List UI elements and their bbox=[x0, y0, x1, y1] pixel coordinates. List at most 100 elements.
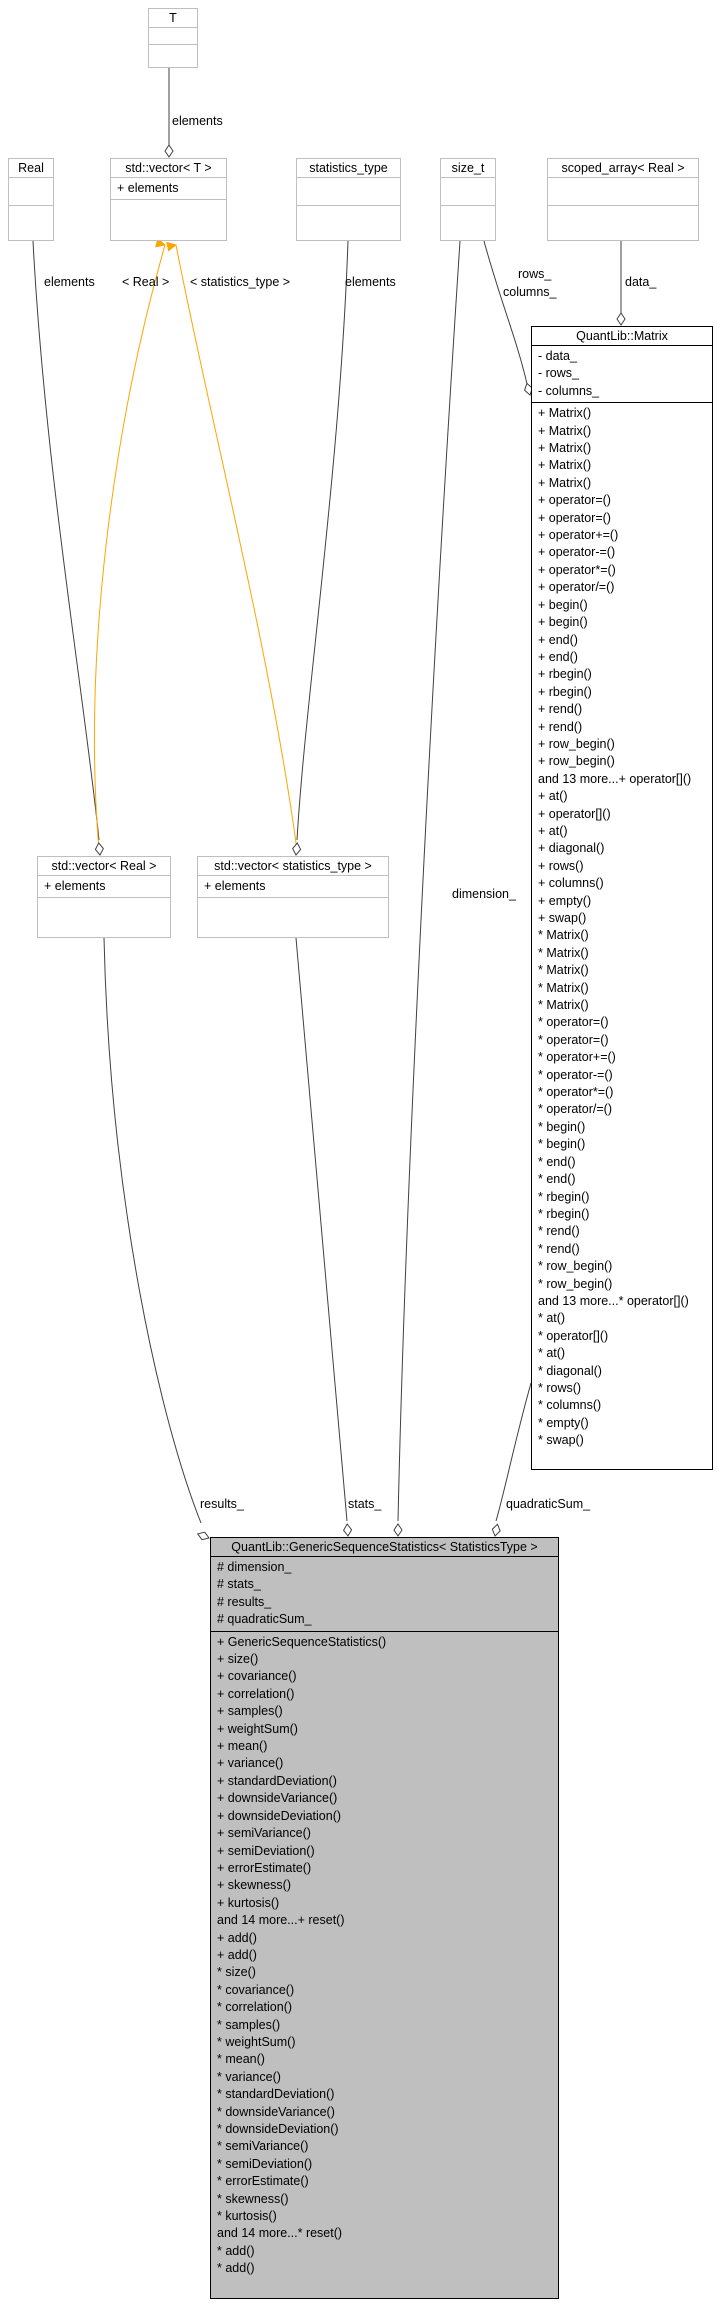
method-end: * end() bbox=[538, 1154, 576, 1169]
method-rend: * rend() bbox=[538, 1241, 580, 1256]
template-edge-vector-real bbox=[94, 237, 166, 851]
method-downsidedeviation: + downsideDeviation() bbox=[217, 1808, 342, 1823]
class-node-vector-statistics-type-attributes: + elements bbox=[198, 875, 388, 897]
method-begin: + begin() bbox=[538, 615, 588, 630]
attribute-stats: # stats_ bbox=[217, 1577, 261, 1592]
class-node-scoped-array[interactable]: scoped_array< Real > bbox=[547, 158, 699, 241]
class-node-vector-real-title: std::vector< Real > bbox=[51, 859, 157, 873]
class-node-vector-real-attributes: + elements bbox=[38, 875, 170, 897]
class-node-scoped-array-attributes bbox=[548, 177, 698, 205]
method-matrix: * Matrix() bbox=[538, 963, 589, 978]
attribute-rows: - rows_ bbox=[538, 366, 579, 381]
edge-label-columns: columns_ bbox=[503, 285, 558, 299]
method-diagonal: + diagonal() bbox=[538, 841, 605, 856]
method-and-13-more-operator: and 13 more...+ operator[]() bbox=[538, 771, 692, 786]
edge-label-stats: stats_ bbox=[348, 1497, 382, 1511]
method-semivariance: + semiVariance() bbox=[217, 1826, 311, 1841]
class-node-matrix[interactable]: QuantLib::Matrix - data_ - rows_ - columns… bbox=[531, 326, 713, 1470]
class-node-vector-t-methods bbox=[111, 199, 226, 218]
method-columns: * columns() bbox=[538, 1398, 602, 1413]
aggregation-diamond-generic-quadratic-sum bbox=[491, 1523, 501, 1537]
edge-label-dimension: dimension_ bbox=[452, 887, 517, 901]
method-samples: + samples() bbox=[217, 1704, 283, 1719]
method-operator: * operator/=() bbox=[538, 1102, 612, 1117]
method-rbegin: + rbegin() bbox=[538, 667, 592, 682]
method-correlation: + correlation() bbox=[217, 1686, 295, 1701]
method-row-begin: * row_begin() bbox=[538, 1259, 613, 1274]
class-node-real-title: Real bbox=[18, 161, 44, 175]
edge-label-t-elements: elements bbox=[172, 114, 223, 128]
class-node-generic-sequence-statistics[interactable]: QuantLib::GenericSequenceStatistics< Sta… bbox=[210, 1537, 559, 2299]
method-semideviation: * semiDeviation() bbox=[217, 2156, 313, 2171]
method-rend: * rend() bbox=[538, 1224, 580, 1239]
method-skewness: + skewness() bbox=[217, 1878, 291, 1893]
method-weightsum: * weightSum() bbox=[217, 2034, 296, 2049]
class-node-vector-t-attributes: + elements bbox=[111, 177, 226, 199]
class-node-statistics-type-attributes bbox=[297, 177, 400, 205]
class-node-real[interactable]: Real bbox=[8, 158, 54, 241]
class-node-size-t-methods bbox=[441, 205, 495, 233]
method-rbegin: + rbegin() bbox=[538, 684, 592, 699]
method-end: + end() bbox=[538, 649, 578, 664]
class-node-vector-statistics-type[interactable]: std::vector< statistics_type > + element… bbox=[197, 856, 389, 938]
method-row-begin: + row_begin() bbox=[538, 754, 615, 769]
method-matrix: * Matrix() bbox=[538, 928, 589, 943]
aggregation-diamond-generic-results bbox=[196, 1531, 210, 1541]
method-operator: * operator+=() bbox=[538, 1050, 616, 1065]
class-node-t-title: T bbox=[169, 11, 177, 25]
method-begin: * begin() bbox=[538, 1137, 586, 1152]
class-node-size-t[interactable]: size_t bbox=[440, 158, 496, 241]
method-operator: + operator-=() bbox=[538, 545, 616, 560]
method-operator: + operator[]() bbox=[538, 806, 611, 821]
edge-size-t-to-matrix bbox=[483, 240, 528, 385]
method-samples: * samples() bbox=[217, 2017, 281, 2032]
method-rend: + rend() bbox=[538, 719, 583, 734]
attribute-quadraticsum: # quadraticSum_ bbox=[217, 1612, 312, 1627]
method-add: * add() bbox=[217, 2243, 255, 2258]
method-begin: + begin() bbox=[538, 597, 588, 612]
method-correlation: * correlation() bbox=[217, 2000, 293, 2015]
edge-label-template-statistics-type: < statistics_type > bbox=[190, 275, 290, 289]
method-matrix: * Matrix() bbox=[538, 980, 589, 995]
class-node-vector-t[interactable]: std::vector< T > + elements bbox=[110, 158, 227, 241]
aggregation-diamond-generic-dimension bbox=[393, 1523, 403, 1537]
method-covariance: + covariance() bbox=[217, 1669, 297, 1684]
method-at: + at() bbox=[538, 823, 568, 838]
method-matrix: + Matrix() bbox=[538, 458, 592, 473]
class-node-matrix-methods: + Matrix() + Matrix() + Matrix() + Matrix()… bbox=[532, 402, 712, 1451]
attribute-elements: + elements bbox=[204, 879, 266, 893]
class-node-statistics-type-methods bbox=[297, 205, 400, 233]
edge-real-to-vector-real bbox=[32, 240, 100, 841]
aggregation-diamond-vector-t bbox=[164, 144, 174, 158]
method-and-14-more-reset: and 14 more...+ reset() bbox=[217, 1913, 345, 1928]
class-node-statistics-type[interactable]: statistics_type bbox=[296, 158, 401, 241]
method-and-14-more-reset: and 14 more...* reset() bbox=[217, 2226, 343, 2241]
class-node-vector-real[interactable]: std::vector< Real > + elements bbox=[37, 856, 171, 938]
attribute-columns: - columns_ bbox=[538, 383, 600, 398]
method-mean: * mean() bbox=[217, 2052, 265, 2067]
edge-size-t-to-generic-dimension bbox=[397, 240, 461, 1522]
attribute-dimension: # dimension_ bbox=[217, 1560, 292, 1574]
edge-label-real-elements: elements bbox=[44, 275, 95, 289]
method-row-begin: + row_begin() bbox=[538, 736, 615, 751]
method-variance: + variance() bbox=[217, 1756, 284, 1771]
class-node-t-attributes bbox=[149, 27, 197, 44]
edge-label-quadratic-sum: quadraticSum_ bbox=[506, 1497, 591, 1511]
method-kurtosis: + kurtosis() bbox=[217, 1895, 280, 1910]
method-mean: + mean() bbox=[217, 1739, 268, 1754]
method-errorestimate: + errorEstimate() bbox=[217, 1860, 312, 1875]
method-semideviation: + semiDeviation() bbox=[217, 1843, 315, 1858]
method-empty: * empty() bbox=[538, 1415, 589, 1430]
class-node-t[interactable]: T bbox=[148, 8, 198, 68]
method-rbegin: * rbegin() bbox=[538, 1189, 590, 1204]
method-matrix: + Matrix() bbox=[538, 441, 592, 456]
edge-vector-statistics-type-to-generic-stats bbox=[295, 937, 348, 1522]
method-end: + end() bbox=[538, 632, 578, 647]
method-and-13-more-operator: and 13 more...* operator[]() bbox=[538, 1293, 689, 1308]
method-matrix: + Matrix() bbox=[538, 406, 592, 421]
method-skewness: * skewness() bbox=[217, 2191, 289, 2206]
method-downsidevariance: + downsideVariance() bbox=[217, 1791, 338, 1806]
class-node-matrix-title: QuantLib::Matrix bbox=[576, 329, 668, 343]
class-node-size-t-attributes bbox=[441, 177, 495, 205]
